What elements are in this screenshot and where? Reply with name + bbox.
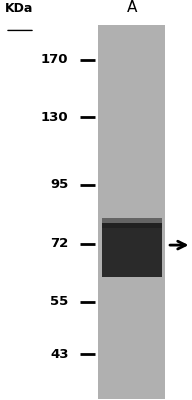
Text: 55: 55 (50, 295, 68, 308)
Text: 95: 95 (50, 178, 68, 191)
Bar (98, 25, 165, 399)
Text: A: A (127, 0, 137, 14)
Bar (102, 223, 161, 277)
Text: 130: 130 (41, 111, 68, 124)
Bar (102, 218, 161, 228)
Text: KDa: KDa (5, 2, 33, 14)
Text: 43: 43 (50, 348, 68, 361)
Text: 72: 72 (50, 238, 68, 250)
Text: 170: 170 (41, 53, 68, 66)
